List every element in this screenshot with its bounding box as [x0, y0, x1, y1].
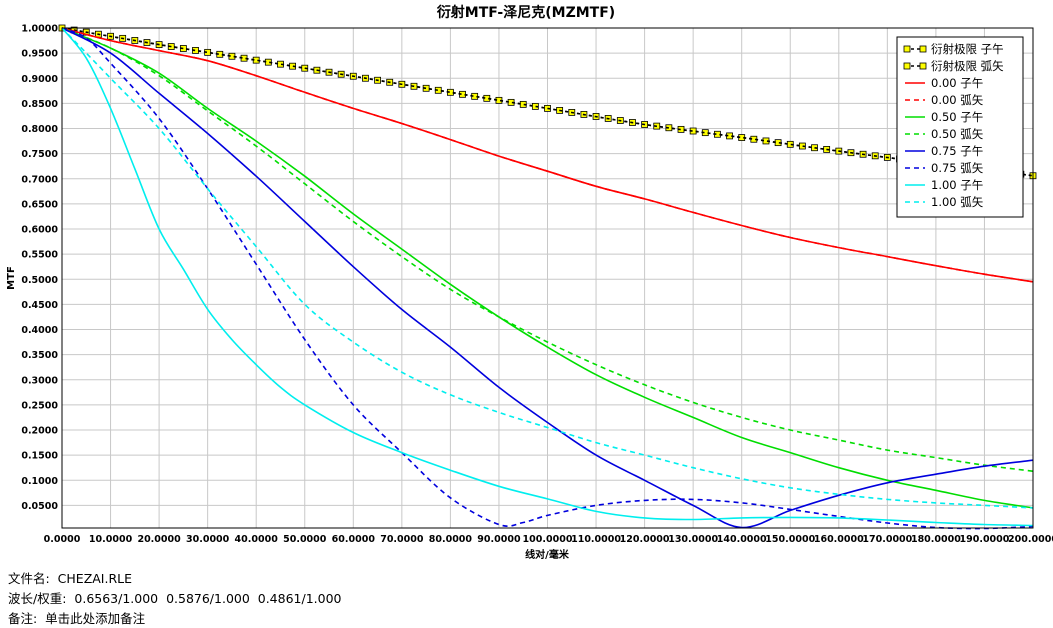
x-tick-label: 70.0000 [380, 534, 424, 545]
x-tick-label: 40.0000 [235, 534, 279, 545]
legend-label: 1.00 弧矢 [931, 195, 984, 209]
legend-box [896, 36, 1024, 218]
y-tick-label: 0.4000 [21, 325, 58, 336]
mtf-chart: 衍射MTF-泽尼克(MZMTF) 0.0000 10.0000 20.0000 30.… [6, 4, 1053, 560]
legend-marker [919, 62, 927, 70]
series-line-5 [61, 27, 1034, 472]
x-tick-label: 50.0000 [283, 534, 327, 545]
y-tick-label: 1.0000 [21, 24, 58, 35]
x-axis-label: 线对/毫米 [525, 548, 570, 560]
file-line: 文件名: CHEZAI.RLE [8, 568, 132, 587]
x-tick-label: 60.0000 [332, 534, 376, 545]
wavelength-values: 0.6563/1.000 0.5876/1.000 0.4861/1.000 [74, 591, 342, 606]
legend-label: 0.50 子午 [931, 110, 983, 124]
x-tick-label: 180.0000 [911, 534, 961, 545]
legend-marker [919, 45, 927, 53]
x-tick-label: 110.0000 [571, 534, 621, 545]
x-tick-label: 170.0000 [862, 534, 912, 545]
x-tick-label: 0.0000 [44, 534, 81, 545]
x-tick-label: 100.0000 [523, 534, 573, 545]
series-line-1 [61, 27, 1034, 177]
y-tick-label: 0.7000 [21, 174, 58, 185]
note-line[interactable]: 备注: 单击此处添加备注 [8, 608, 145, 627]
grid-lines [61, 27, 1034, 528]
file-name: CHEZAI.RLE [57, 571, 133, 586]
legend-marker [903, 62, 911, 70]
y-tick-label: 0.1000 [21, 476, 58, 487]
series-line-6 [61, 27, 1034, 529]
y-tick-label: 0.3000 [21, 375, 58, 386]
wavelength-line: 波长/权重: 0.6563/1.000 0.5876/1.000 0.4861/… [8, 588, 342, 607]
legend-label: 1.00 子午 [931, 178, 983, 192]
legend-marker [903, 45, 911, 53]
legend-label: 衍射极限 子午 [931, 42, 1004, 56]
legend-label: 0.50 弧矢 [931, 127, 984, 141]
x-tick-label: 30.0000 [186, 534, 230, 545]
y-tick-label: 0.7500 [21, 149, 58, 160]
note-label: 备注: [8, 611, 38, 626]
legend-label: 衍射极限 弧矢 [931, 59, 1004, 73]
x-tick-label: 200.0000 [1008, 534, 1053, 545]
wavelength-label: 波长/权重: [8, 591, 67, 606]
x-tick-label: 120.0000 [620, 534, 670, 545]
y-tick-label: 0.6000 [21, 225, 58, 236]
x-tick-label: 90.0000 [477, 534, 521, 545]
y-tick-label: 0.5000 [21, 275, 58, 286]
legend-label: 0.75 子午 [931, 144, 983, 158]
x-tick-label: 20.0000 [137, 534, 181, 545]
y-tick-label: 0.4500 [21, 300, 58, 311]
y-tick-label: 0.9000 [21, 74, 58, 85]
x-tick-label: 130.0000 [668, 534, 718, 545]
y-tick-label: 0.8000 [21, 124, 58, 135]
x-tick-label: 10.0000 [89, 534, 133, 545]
y-tick-label: 0.8500 [21, 99, 58, 110]
series-line-7 [61, 27, 1034, 530]
x-tick-label: 150.0000 [765, 534, 815, 545]
legend-label: 0.00 弧矢 [931, 93, 984, 107]
x-tick-label: 160.0000 [814, 534, 864, 545]
y-tick-label: 0.5500 [21, 250, 58, 261]
y-axis-label: MTF [6, 266, 17, 290]
x-tick-label: 80.0000 [429, 534, 473, 545]
note-text[interactable]: 单击此处添加备注 [45, 611, 146, 626]
y-tick-label: 0.1500 [21, 451, 58, 462]
y-tick-label: 0.9500 [21, 49, 58, 60]
x-tick-label: 190.0000 [960, 534, 1010, 545]
y-tick-label: 0.2000 [21, 426, 58, 437]
chart-title: 衍射MTF-泽尼克(MZMTF) [436, 4, 615, 21]
y-tick-label: 0.2500 [21, 400, 58, 411]
series-line-4 [61, 27, 1034, 509]
series-line-8 [61, 27, 1034, 527]
series-line-9 [61, 27, 1034, 509]
file-label: 文件名: [8, 571, 50, 586]
plot-frame [61, 27, 1034, 529]
legend-label: 0.75 弧矢 [931, 161, 984, 175]
y-tick-label: 0.0500 [21, 501, 58, 512]
series-line-3 [61, 27, 1034, 283]
y-tick-label: 0.3500 [21, 350, 58, 361]
axis-ticks: 0.0000 10.0000 20.0000 30.0000 40.0000 50.000… [21, 24, 1053, 546]
y-tick-label: 0.6500 [21, 199, 58, 210]
legend-label: 0.00 子午 [931, 76, 983, 90]
x-tick-label: 140.0000 [717, 534, 767, 545]
